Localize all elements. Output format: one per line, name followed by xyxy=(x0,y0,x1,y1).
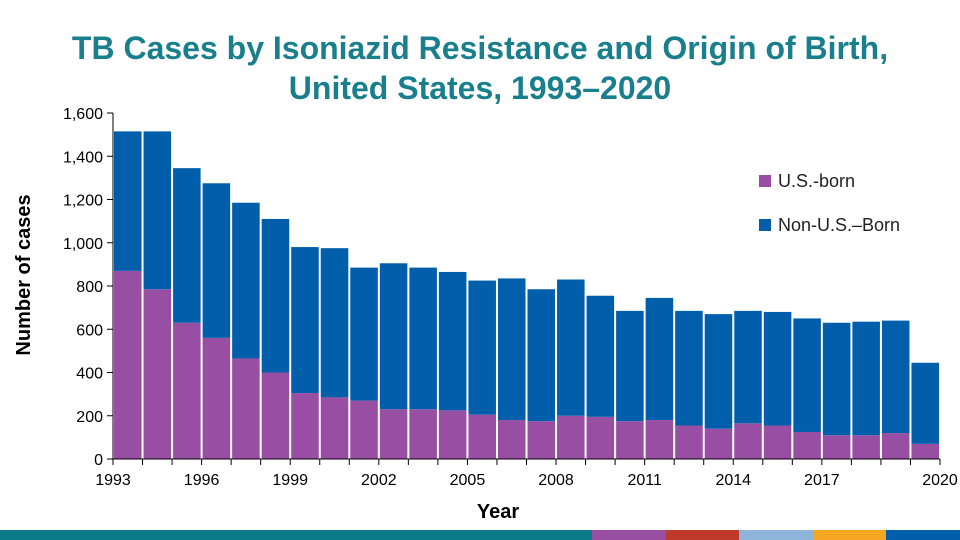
y-axis-label: Number of cases xyxy=(13,194,35,355)
bar-non-us-born-2015 xyxy=(763,311,792,426)
x-tick-label: 2017 xyxy=(804,472,840,489)
bar-non-us-born-2010 xyxy=(616,310,644,422)
bar-non-us-born-2000 xyxy=(320,248,349,398)
y-tick-label: 0 xyxy=(94,452,103,469)
bar-non-us-born-1996 xyxy=(202,183,231,338)
footer-color-segment xyxy=(886,530,960,540)
bar-us-born-2012 xyxy=(675,425,703,459)
footer-color-segment xyxy=(592,530,666,540)
x-tick-label: 1993 xyxy=(95,472,131,489)
bar-us-born-2008 xyxy=(557,415,585,459)
bar-us-born-1995 xyxy=(173,322,201,459)
axes-group: 0 200 400 600 800 1,000 1,200 1,400 1,600 1993 199… xyxy=(63,106,958,489)
bar-us-born-1993 xyxy=(114,270,142,459)
y-tick-label: 1,600 xyxy=(63,106,103,123)
y-tick-label: 1,200 xyxy=(63,193,103,210)
x-tick-label: 2005 xyxy=(450,472,486,489)
bar-us-born-1998 xyxy=(261,372,290,459)
bar-non-us-born-2005 xyxy=(468,280,496,415)
y-tick-label: 200 xyxy=(76,409,103,426)
bar-us-born-2000 xyxy=(320,397,349,459)
bar-non-us-born-2003 xyxy=(409,267,437,410)
bar-non-us-born-2001 xyxy=(350,267,378,401)
bar-non-us-born-2020 xyxy=(911,362,939,444)
x-tick-label: 1999 xyxy=(272,472,308,489)
bar-non-us-born-2013 xyxy=(704,314,733,429)
chart-title: TB Cases by Isoniazid Resistance and Ori… xyxy=(0,28,960,108)
bar-us-born-1999 xyxy=(291,393,319,459)
bar-non-us-born-1995 xyxy=(173,168,201,323)
bar-non-us-born-1997 xyxy=(232,202,260,359)
footer-color-segment xyxy=(0,530,592,540)
bar-us-born-2015 xyxy=(763,425,792,459)
bar-us-born-1996 xyxy=(202,337,231,459)
x-tick-label: 1996 xyxy=(184,472,220,489)
bar-us-born-2001 xyxy=(350,400,378,459)
bar-us-born-1994 xyxy=(143,289,172,459)
y-tick-label: 400 xyxy=(76,366,103,383)
footer-color-segment xyxy=(813,530,886,540)
bar-non-us-born-1998 xyxy=(261,218,290,373)
bar-non-us-born-2002 xyxy=(379,263,408,410)
bar-us-born-2009 xyxy=(586,416,615,459)
bar-us-born-2011 xyxy=(645,420,674,459)
bar-us-born-2004 xyxy=(438,410,467,459)
bar-non-us-born-2012 xyxy=(675,310,703,426)
footer-color-segment xyxy=(739,530,813,540)
bar-us-born-2013 xyxy=(704,428,733,459)
footer-color-segment xyxy=(666,530,739,540)
footer-color-bar xyxy=(0,530,960,540)
x-tick-label: 2008 xyxy=(538,472,574,489)
bar-non-us-born-2011 xyxy=(645,297,674,421)
bar-us-born-2007 xyxy=(527,421,556,459)
bar-us-born-2019 xyxy=(881,433,910,459)
legend: U.S.-born Non-U.S.–Born xyxy=(759,171,900,235)
bar-us-born-2003 xyxy=(409,409,437,459)
y-tick-label: 600 xyxy=(76,322,103,339)
legend-label-us-born: U.S.-born xyxy=(778,171,855,191)
legend-label-non-us-born: Non-U.S.–Born xyxy=(778,215,900,235)
bar-non-us-born-2019 xyxy=(881,320,910,434)
x-axis-label: Year xyxy=(477,501,519,523)
bar-non-us-born-2008 xyxy=(557,279,585,416)
bar-non-us-born-2007 xyxy=(527,289,556,422)
chart-title-line-1: TB Cases by Isoniazid Resistance and Ori… xyxy=(71,30,889,66)
y-tick-label: 1,000 xyxy=(63,236,103,253)
bar-non-us-born-2017 xyxy=(822,322,851,436)
bar-non-us-born-2009 xyxy=(586,295,615,417)
x-tick-label: 2014 xyxy=(715,472,751,489)
x-tick-label: 2020 xyxy=(922,472,958,489)
bars-group xyxy=(114,131,939,459)
legend-swatch-non-us-born xyxy=(759,219,771,231)
bar-us-born-2002 xyxy=(379,409,408,459)
bar-us-born-2017 xyxy=(822,435,851,459)
bar-us-born-2005 xyxy=(468,414,496,459)
bar-non-us-born-2018 xyxy=(852,321,880,436)
bar-us-born-2010 xyxy=(616,421,644,459)
bar-non-us-born-1994 xyxy=(143,131,172,290)
bar-us-born-2014 xyxy=(734,423,762,459)
x-tick-label: 2002 xyxy=(361,472,397,489)
bar-us-born-2020 xyxy=(911,443,939,459)
bar-non-us-born-1999 xyxy=(291,247,319,394)
bar-us-born-2006 xyxy=(497,420,526,459)
bar-us-born-2018 xyxy=(852,435,880,459)
bar-non-us-born-2014 xyxy=(734,310,762,424)
bar-non-us-born-2016 xyxy=(793,318,821,432)
bar-non-us-born-2006 xyxy=(497,278,526,421)
bar-non-us-born-1993 xyxy=(114,131,142,271)
y-tick-label: 800 xyxy=(76,279,103,296)
bar-us-born-2016 xyxy=(793,431,821,459)
chart-title-line-2: United States, 1993–2020 xyxy=(288,70,672,106)
y-tick-label: 1,400 xyxy=(63,149,103,166)
bar-non-us-born-2004 xyxy=(438,271,467,411)
x-tick-label: 2011 xyxy=(627,472,662,489)
legend-swatch-us-born xyxy=(759,175,771,187)
bar-us-born-1997 xyxy=(232,358,260,459)
